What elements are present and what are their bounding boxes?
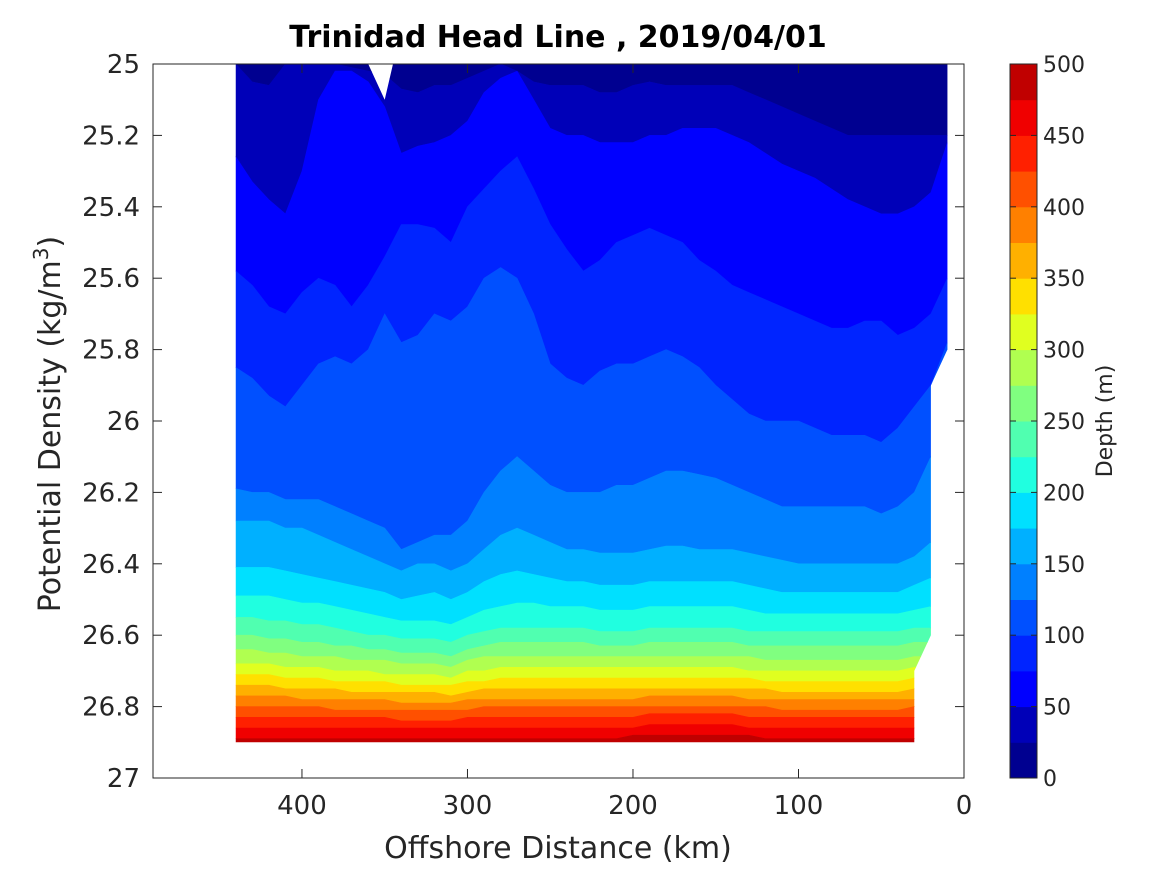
colorbar-swatch bbox=[1010, 349, 1037, 386]
y-tick-label: 25.8 bbox=[82, 336, 140, 366]
colorbar-swatch bbox=[1010, 599, 1037, 636]
y-axis-label-close: ) bbox=[33, 236, 68, 248]
colorbar-tick-label: 0 bbox=[1043, 767, 1057, 792]
colorbar-ticks: 0 50 100 150 200 250 300 350 400 450 500 bbox=[1010, 53, 1085, 792]
colorbar-swatch bbox=[1010, 171, 1037, 208]
colorbar-swatch bbox=[1010, 99, 1037, 136]
x-axis-label: Offshore Distance (km) bbox=[384, 831, 732, 866]
colorbar-tick-label: 250 bbox=[1043, 410, 1085, 435]
y-tick-label: 25 bbox=[107, 50, 140, 80]
colorbar-tick-label: 150 bbox=[1043, 553, 1085, 578]
y-tick-label: 27 bbox=[107, 764, 140, 794]
y-tick-label: 26.4 bbox=[82, 550, 140, 580]
colorbar-tick-label: 400 bbox=[1043, 196, 1085, 221]
colorbar-swatch bbox=[1010, 706, 1037, 743]
x-axis: 400 300 200 100 0 bbox=[277, 64, 972, 821]
colorbar-swatch bbox=[1010, 313, 1037, 351]
colorbar-swatches bbox=[1010, 64, 1037, 779]
y-axis-label-main: Potential Density (kg/m bbox=[33, 260, 68, 612]
colorbar-swatch bbox=[1010, 385, 1037, 422]
x-tick-label: 200 bbox=[608, 791, 658, 821]
contour-bands bbox=[235, 64, 948, 743]
colorbar-tick-label: 300 bbox=[1043, 339, 1085, 364]
colorbar-tick-label: 500 bbox=[1043, 53, 1085, 78]
colorbar-swatch bbox=[1010, 64, 1037, 101]
x-tick-label: 300 bbox=[443, 791, 493, 821]
colorbar-swatch bbox=[1010, 492, 1037, 529]
y-axis: 25 25.2 25.4 25.6 25.8 26 26.2 26.4 26.6 26.8 27 bbox=[82, 50, 964, 794]
y-tick-label: 25.4 bbox=[82, 193, 140, 223]
colorbar-label: Depth (m) bbox=[1093, 365, 1118, 478]
y-tick-label: 26.8 bbox=[82, 693, 140, 723]
contour-band bbox=[235, 734, 948, 743]
colorbar-swatch bbox=[1010, 742, 1037, 779]
colorbar-swatch bbox=[1010, 456, 1037, 493]
colorbar-swatch bbox=[1010, 635, 1037, 672]
colorbar-swatch bbox=[1010, 278, 1037, 315]
colorbar-swatch bbox=[1010, 421, 1037, 458]
colorbar-swatch bbox=[1010, 563, 1037, 600]
colorbar-swatch bbox=[1010, 242, 1037, 279]
colorbar-tick-label: 100 bbox=[1043, 624, 1085, 649]
y-tick-label: 26.6 bbox=[82, 621, 140, 651]
colorbar-swatch bbox=[1010, 670, 1037, 708]
colorbar-swatch bbox=[1010, 206, 1037, 243]
colorbar-tick-label: 50 bbox=[1043, 696, 1071, 721]
chart-title: Trinidad Head Line , 2019/04/01 bbox=[289, 20, 826, 55]
x-tick-label: 100 bbox=[774, 791, 824, 821]
colorbar-tick-label: 350 bbox=[1043, 267, 1085, 292]
colorbar-swatch bbox=[1010, 528, 1037, 565]
y-tick-label: 25.6 bbox=[82, 264, 140, 294]
x-tick-label: 0 bbox=[956, 791, 973, 821]
colorbar: 0 50 100 150 200 250 300 350 400 450 500 Depth (m) bbox=[1009, 53, 1118, 792]
y-tick-label: 26 bbox=[107, 407, 140, 437]
y-axis-label: Potential Density (kg/m3) bbox=[29, 236, 68, 612]
y-tick-label: 25.2 bbox=[82, 121, 140, 151]
colorbar-tick-label: 450 bbox=[1043, 124, 1085, 149]
y-tick-label: 26.2 bbox=[82, 478, 140, 508]
x-tick-label: 400 bbox=[277, 791, 327, 821]
y-axis-label-superscript: 3 bbox=[29, 247, 53, 260]
colorbar-swatch bbox=[1010, 135, 1037, 172]
plot-area bbox=[235, 64, 948, 743]
colorbar-tick-label: 200 bbox=[1043, 481, 1085, 506]
